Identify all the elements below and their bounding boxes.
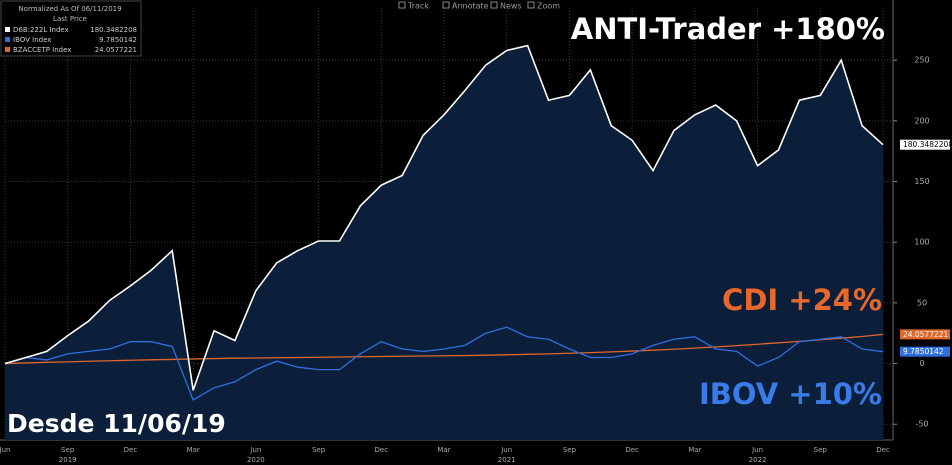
legend-swatch — [5, 37, 10, 42]
x-tick-label: Mar — [688, 446, 701, 454]
toolbar-button[interactable]: Zoom — [537, 2, 560, 11]
toolbar-button[interactable]: Track — [407, 2, 429, 11]
last-value-box — [900, 139, 950, 150]
x-tick-label: Jun — [751, 446, 763, 454]
x-tick-label: Mar — [187, 446, 200, 454]
y-tick-label: 150 — [914, 177, 929, 186]
last-value-box — [900, 329, 950, 340]
year-label: 2019 — [59, 456, 77, 464]
series-line — [4, 44, 884, 391]
toolbar-icon[interactable] — [398, 1, 406, 9]
x-tick-label: Sep — [61, 446, 75, 454]
x-tick-label: Dec — [876, 446, 890, 454]
y-tick-label: 200 — [914, 116, 929, 125]
series-line — [4, 333, 884, 365]
y-tick-label: -50 — [915, 420, 928, 429]
legend-value: 9.7850142 — [99, 36, 137, 44]
legend-box — [0, 0, 142, 57]
toolbar-icon[interactable] — [490, 1, 498, 9]
toolbar-button[interactable]: Annotate — [452, 2, 489, 11]
x-tick-label: Jun — [249, 446, 261, 454]
legend-header: Normalized As Of 06/11/2019 — [18, 5, 121, 13]
toolbar-button[interactable]: News — [500, 2, 522, 11]
x-tick-label: Jun — [0, 446, 10, 454]
area — [5, 45, 883, 440]
legend-swatch — [5, 47, 10, 52]
year-label: 2022 — [749, 456, 767, 464]
annotation: CDI +24% — [722, 283, 882, 317]
y-tick-label: 0 — [919, 359, 924, 368]
legend-value: 180.3482208 — [90, 26, 137, 34]
x-tick-label: Mar — [437, 446, 450, 454]
last-value-label: 180.3482208 — [903, 140, 952, 149]
annotation: Desde 11/06/19 — [7, 409, 226, 438]
plot — [0, 0, 897, 441]
last-value-box — [900, 346, 950, 357]
year-label: 2020 — [247, 456, 265, 464]
y-tick-label: 50 — [917, 298, 927, 307]
toolbar-icon[interactable] — [442, 1, 450, 9]
y-tick-label: 100 — [914, 238, 929, 247]
x-tick-label: Sep — [814, 446, 828, 454]
x-tick-label: Dec — [375, 446, 389, 454]
x-tick-label: Sep — [312, 446, 326, 454]
x-tick-label: Jun — [500, 446, 512, 454]
x-tick-label: Dec — [625, 446, 639, 454]
x-tick-label: Dec — [124, 446, 138, 454]
legend-name: BZACCETP Index — [13, 46, 71, 54]
toolbar-icon[interactable] — [527, 1, 535, 9]
series-line — [4, 326, 884, 401]
legend-header: Last Price — [53, 15, 87, 23]
last-value-label: 9.7850142 — [903, 347, 944, 356]
y-tick-label: 250 — [914, 56, 929, 65]
last-value-label: 24.0577221 — [903, 330, 949, 339]
annotation: IBOV +10% — [699, 377, 882, 411]
legend-value: 24.0577221 — [95, 46, 137, 54]
x-tick-label: Sep — [563, 446, 577, 454]
legend-name: D6B:222L Index — [13, 26, 69, 34]
year-label: 2021 — [498, 456, 516, 464]
legend-name: IBOV Index — [13, 36, 51, 44]
annotation: ANTI-Trader +180% — [571, 12, 885, 46]
legend-swatch — [5, 27, 10, 32]
